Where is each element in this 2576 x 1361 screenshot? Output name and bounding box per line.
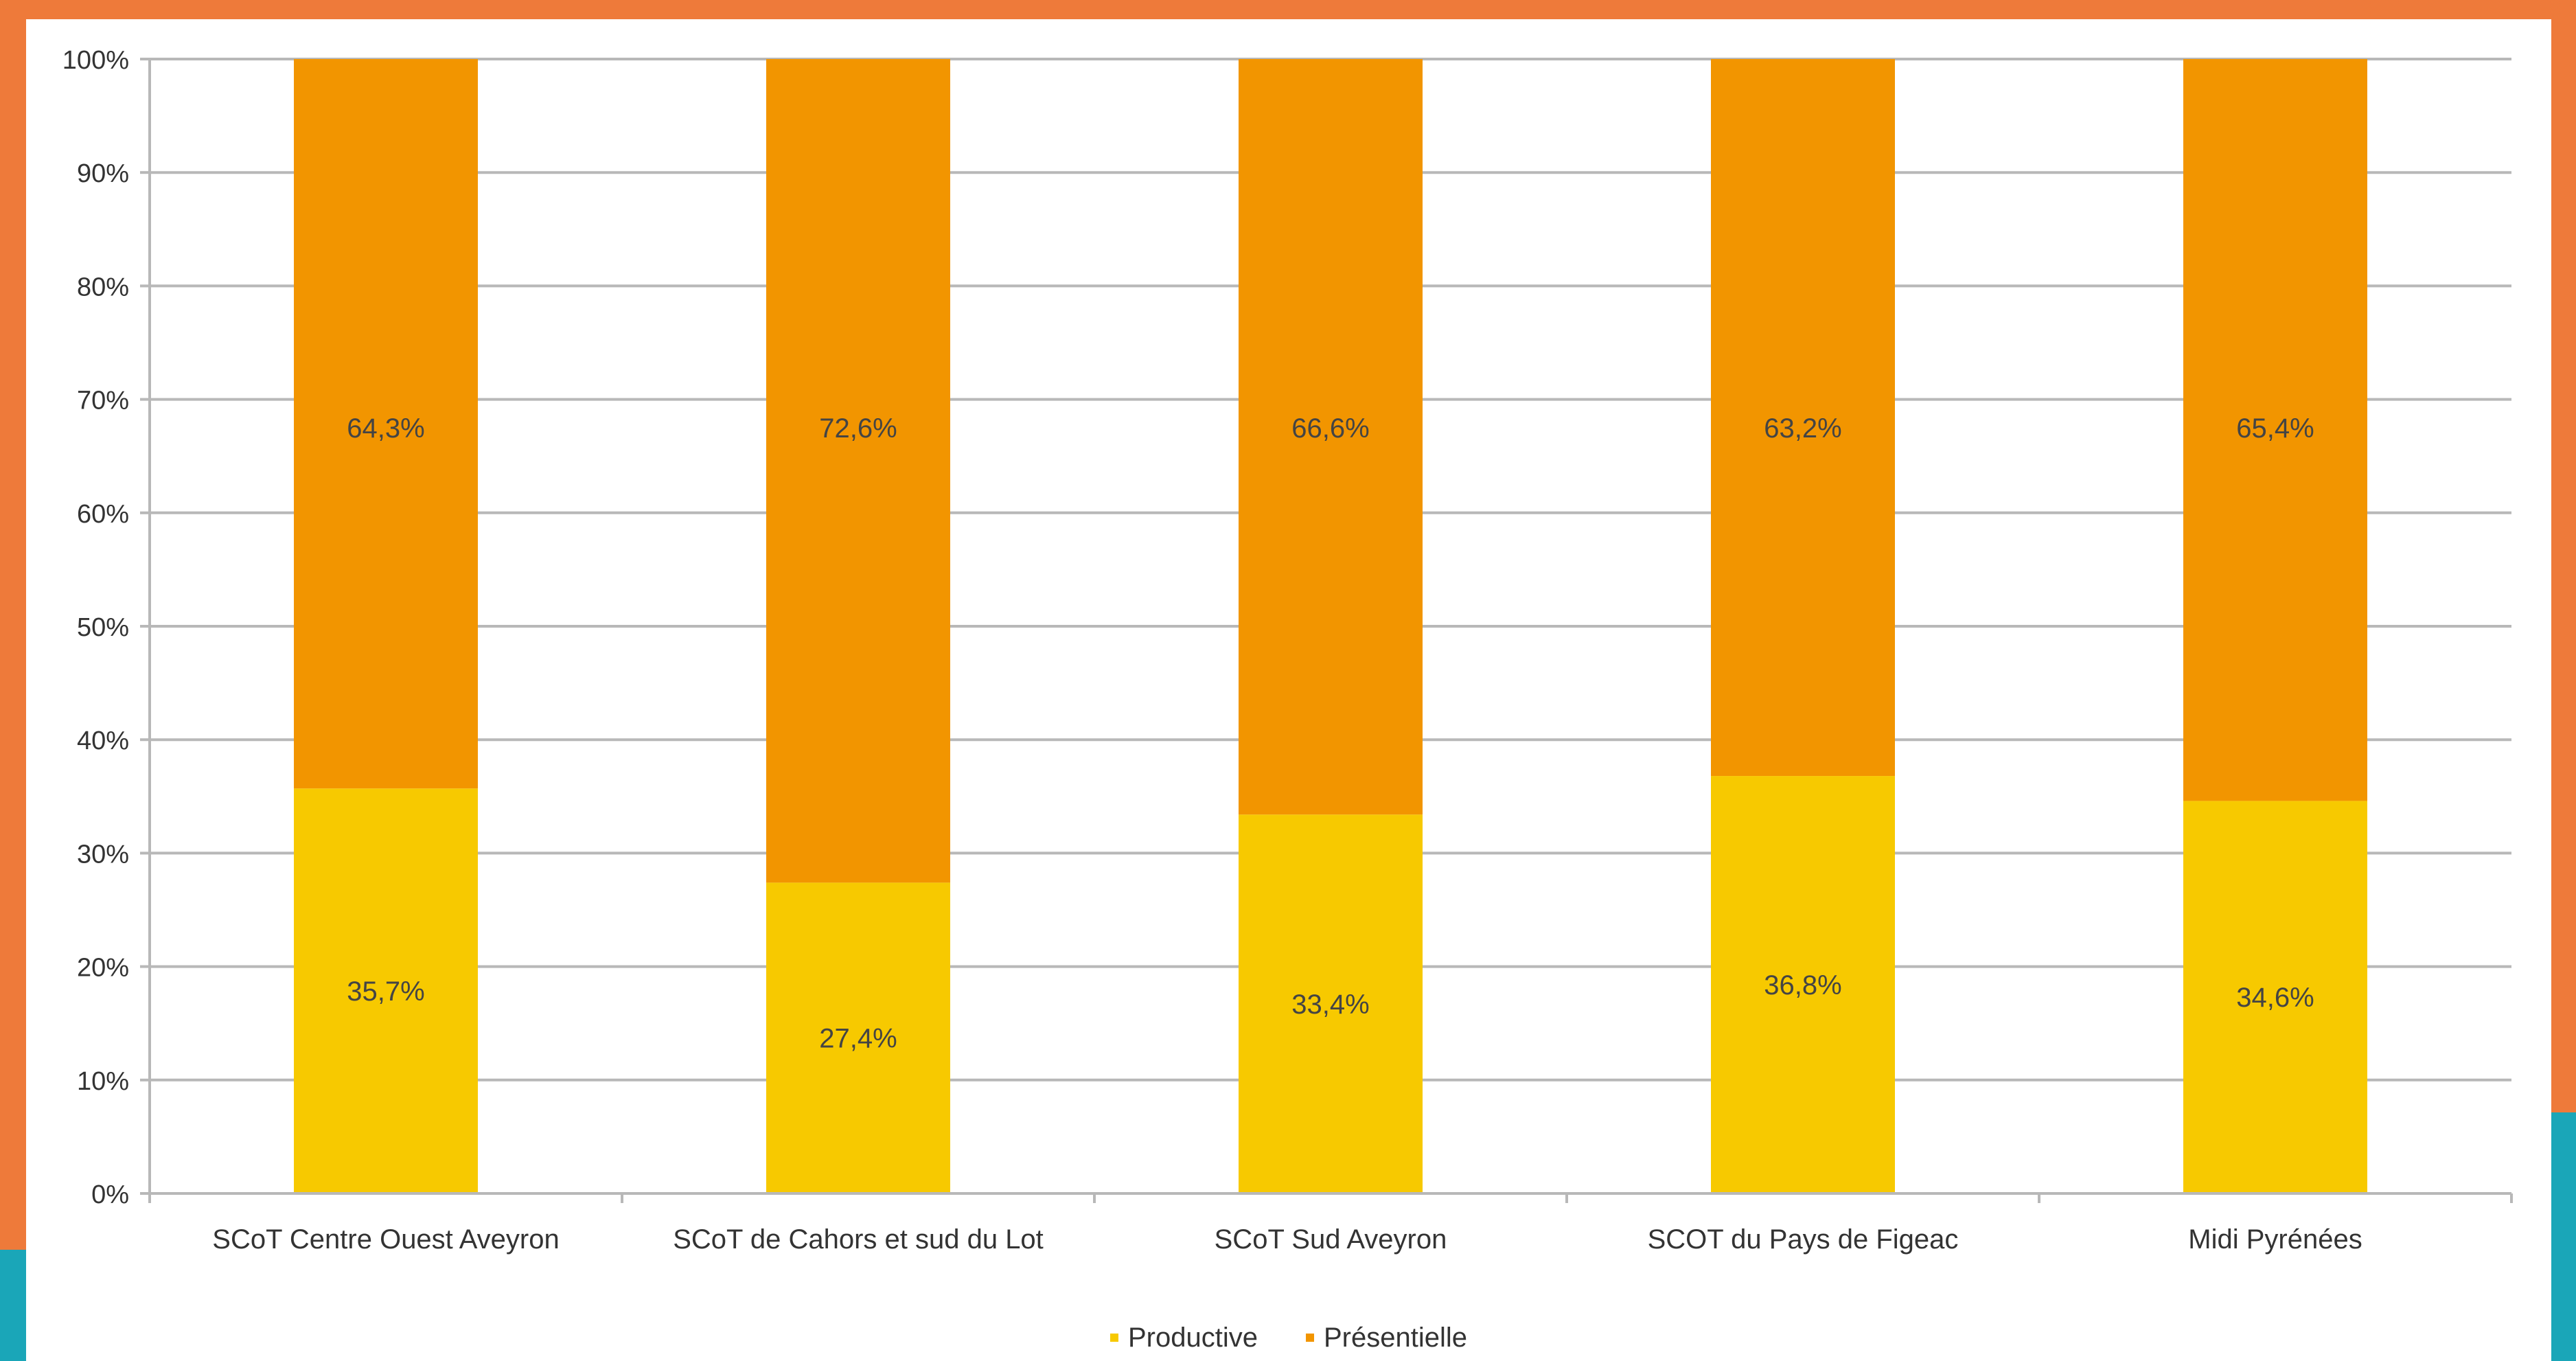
y-tick-label: 0%	[91, 1180, 129, 1209]
data-label: 35,7%	[347, 976, 424, 1007]
x-tick-label: SCOT du Pays de Figeac	[1648, 1224, 1959, 1255]
stacked-bar-chart: 0% 10% 20% 30% 40% 50% 60% 70% 80% 90% 100% 35,7% 64…	[62, 46, 2513, 1255]
bar-segment-productive	[1711, 776, 1895, 1193]
y-tick-label: 40%	[77, 727, 129, 755]
x-tick-label: SCoT Sud Aveyron	[1215, 1224, 1447, 1255]
bar-segment-presentielle	[766, 59, 950, 883]
bar-segment-productive	[2183, 801, 2367, 1193]
data-label: 34,6%	[2236, 983, 2314, 1013]
legend-item-presentielle: Présentielle	[1305, 1322, 1467, 1353]
y-tick-label: 90%	[77, 159, 129, 188]
bar-segment-presentielle	[294, 59, 478, 789]
y-tick-label: 80%	[77, 273, 129, 301]
data-label: 64,3%	[347, 413, 424, 444]
legend-swatch-productive	[1110, 1334, 1118, 1342]
frame-accent-left	[0, 1250, 27, 1361]
data-label: 27,4%	[819, 1024, 897, 1054]
x-tick-label: Midi Pyrénées	[2188, 1224, 2362, 1255]
data-label: 66,6%	[1291, 413, 1369, 444]
bar-segment-productive	[294, 788, 478, 1193]
legend-label-productive: Productive	[1128, 1322, 1258, 1353]
y-tick-label: 10%	[77, 1067, 129, 1096]
bar-segment-presentielle	[1239, 59, 1423, 815]
y-tick-label: 70%	[77, 387, 129, 415]
data-label: 65,4%	[2236, 413, 2314, 444]
chart-panel: 0% 10% 20% 30% 40% 50% 60% 70% 80% 90% 100% 35,7% 64…	[26, 19, 2551, 1361]
bar-segment-productive	[1239, 814, 1423, 1193]
x-tick-label: SCoT de Cahors et sud du Lot	[673, 1224, 1044, 1255]
y-tick-label: 60%	[77, 500, 129, 529]
bar-segment-productive	[766, 882, 950, 1193]
bar-segment-presentielle	[1711, 59, 1895, 777]
bar-segment-presentielle	[2183, 59, 2367, 801]
y-tick-label: 20%	[77, 954, 129, 983]
legend-label-presentielle: Présentielle	[1323, 1322, 1467, 1353]
data-label: 72,6%	[819, 413, 897, 444]
data-label: 36,8%	[1764, 970, 1841, 1000]
chart-legend: Productive Présentielle	[26, 1317, 2551, 1358]
y-tick-label: 30%	[77, 840, 129, 869]
legend-item-productive: Productive	[1110, 1323, 1258, 1353]
data-label: 63,2%	[1764, 413, 1841, 444]
x-tick-label: SCoT Centre Ouest Aveyron	[212, 1224, 559, 1255]
legend-swatch-presentielle	[1305, 1334, 1314, 1342]
y-tick-label: 100%	[62, 46, 129, 75]
data-label: 33,4%	[1291, 990, 1369, 1020]
y-tick-label: 50%	[77, 613, 129, 642]
